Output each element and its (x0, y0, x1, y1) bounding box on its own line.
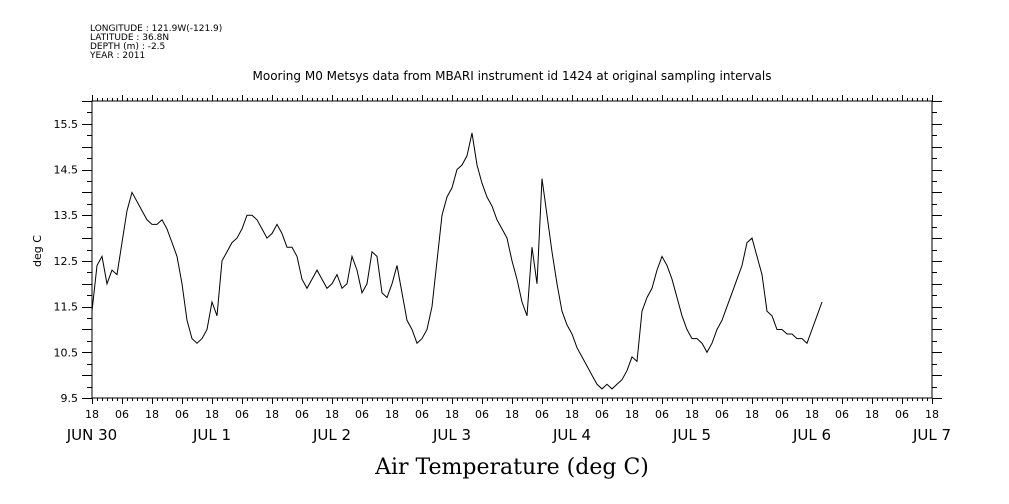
y-tick-label: 12.5 (54, 255, 79, 268)
series-line (91, 132, 823, 390)
date-label: JUL 7 (912, 426, 951, 444)
depth-label: DEPTH (m) : -2.5 (90, 42, 165, 52)
x-tick-label: 06 (355, 408, 369, 421)
date-label: JUN 30 (66, 426, 117, 444)
x-tick-labels: 18 06 18 06 18 06 18 06 18 06 18 06 18 06 18 06 18 06 18 06… (85, 408, 939, 421)
y-tick-label: 10.5 (54, 346, 79, 359)
y-tick-label: 9.5 (61, 392, 79, 405)
x-tick-label: 18 (805, 408, 819, 421)
x-tick-label: 06 (655, 408, 669, 421)
date-label: JUL 3 (432, 426, 471, 444)
x-tick-label: 06 (835, 408, 849, 421)
x-tick-label: 06 (235, 408, 249, 421)
date-labels: JUN 30 JUL 1 JUL 2 JUL 3 JUL 4 JUL 5 JUL 6 JUL … (66, 426, 951, 444)
x-tick-label: 18 (265, 408, 279, 421)
date-label: JUL 4 (552, 426, 591, 444)
axis-ticks (82, 95, 942, 404)
x-tick-label: 18 (385, 408, 399, 421)
x-tick-label: 06 (715, 408, 729, 421)
x-tick-label: 18 (685, 408, 699, 421)
x-tick-label: 18 (625, 408, 639, 421)
x-tick-label: 18 (925, 408, 939, 421)
x-tick-label: 06 (295, 408, 309, 421)
longitude-label: LONGITUDE : 121.9W(-121.9) (90, 24, 222, 34)
year-label: YEAR : 2011 (89, 51, 145, 61)
x-tick-label: 18 (445, 408, 459, 421)
x-tick-label: 18 (745, 408, 759, 421)
x-tick-label: 06 (775, 408, 789, 421)
y-tick-label: 11.5 (54, 301, 79, 314)
x-tick-label: 06 (475, 408, 489, 421)
date-label: JUL 5 (672, 426, 711, 444)
plot-frame (91, 100, 933, 399)
x-tick-label: 18 (325, 408, 339, 421)
x-tick-label: 06 (595, 408, 609, 421)
x-tick-label: 18 (205, 408, 219, 421)
x-tick-label: 06 (175, 408, 189, 421)
y-tick-label: 14.5 (54, 164, 79, 177)
x-tick-label: 18 (565, 408, 579, 421)
x-tick-label: 18 (85, 408, 99, 421)
latitude-label: LATITUDE : 36.8N (90, 33, 169, 43)
x-tick-label: 18 (145, 408, 159, 421)
x-tick-label: 06 (415, 408, 429, 421)
x-tick-label: 06 (115, 408, 129, 421)
x-tick-label: 18 (865, 408, 879, 421)
y-axis-label: deg C (31, 235, 44, 267)
date-label: JUL 1 (192, 426, 231, 444)
plot-border (91, 100, 933, 399)
x-tick-label: 18 (505, 408, 519, 421)
y-tick-label: 13.5 (54, 209, 79, 222)
y-tick-label: 15.5 (54, 118, 79, 131)
x-tick-label: 06 (535, 408, 549, 421)
y-tick-labels: 9.5 10.5 11.5 12.5 13.5 14.5 15.5 (54, 118, 79, 405)
chart-title: Mooring M0 Metsys data from MBARI instru… (253, 69, 772, 83)
x-axis-label: Air Temperature (deg C) (374, 455, 649, 480)
date-label: JUL 6 (792, 426, 831, 444)
x-tick-label: 06 (895, 408, 909, 421)
date-label: JUL 2 (312, 426, 351, 444)
